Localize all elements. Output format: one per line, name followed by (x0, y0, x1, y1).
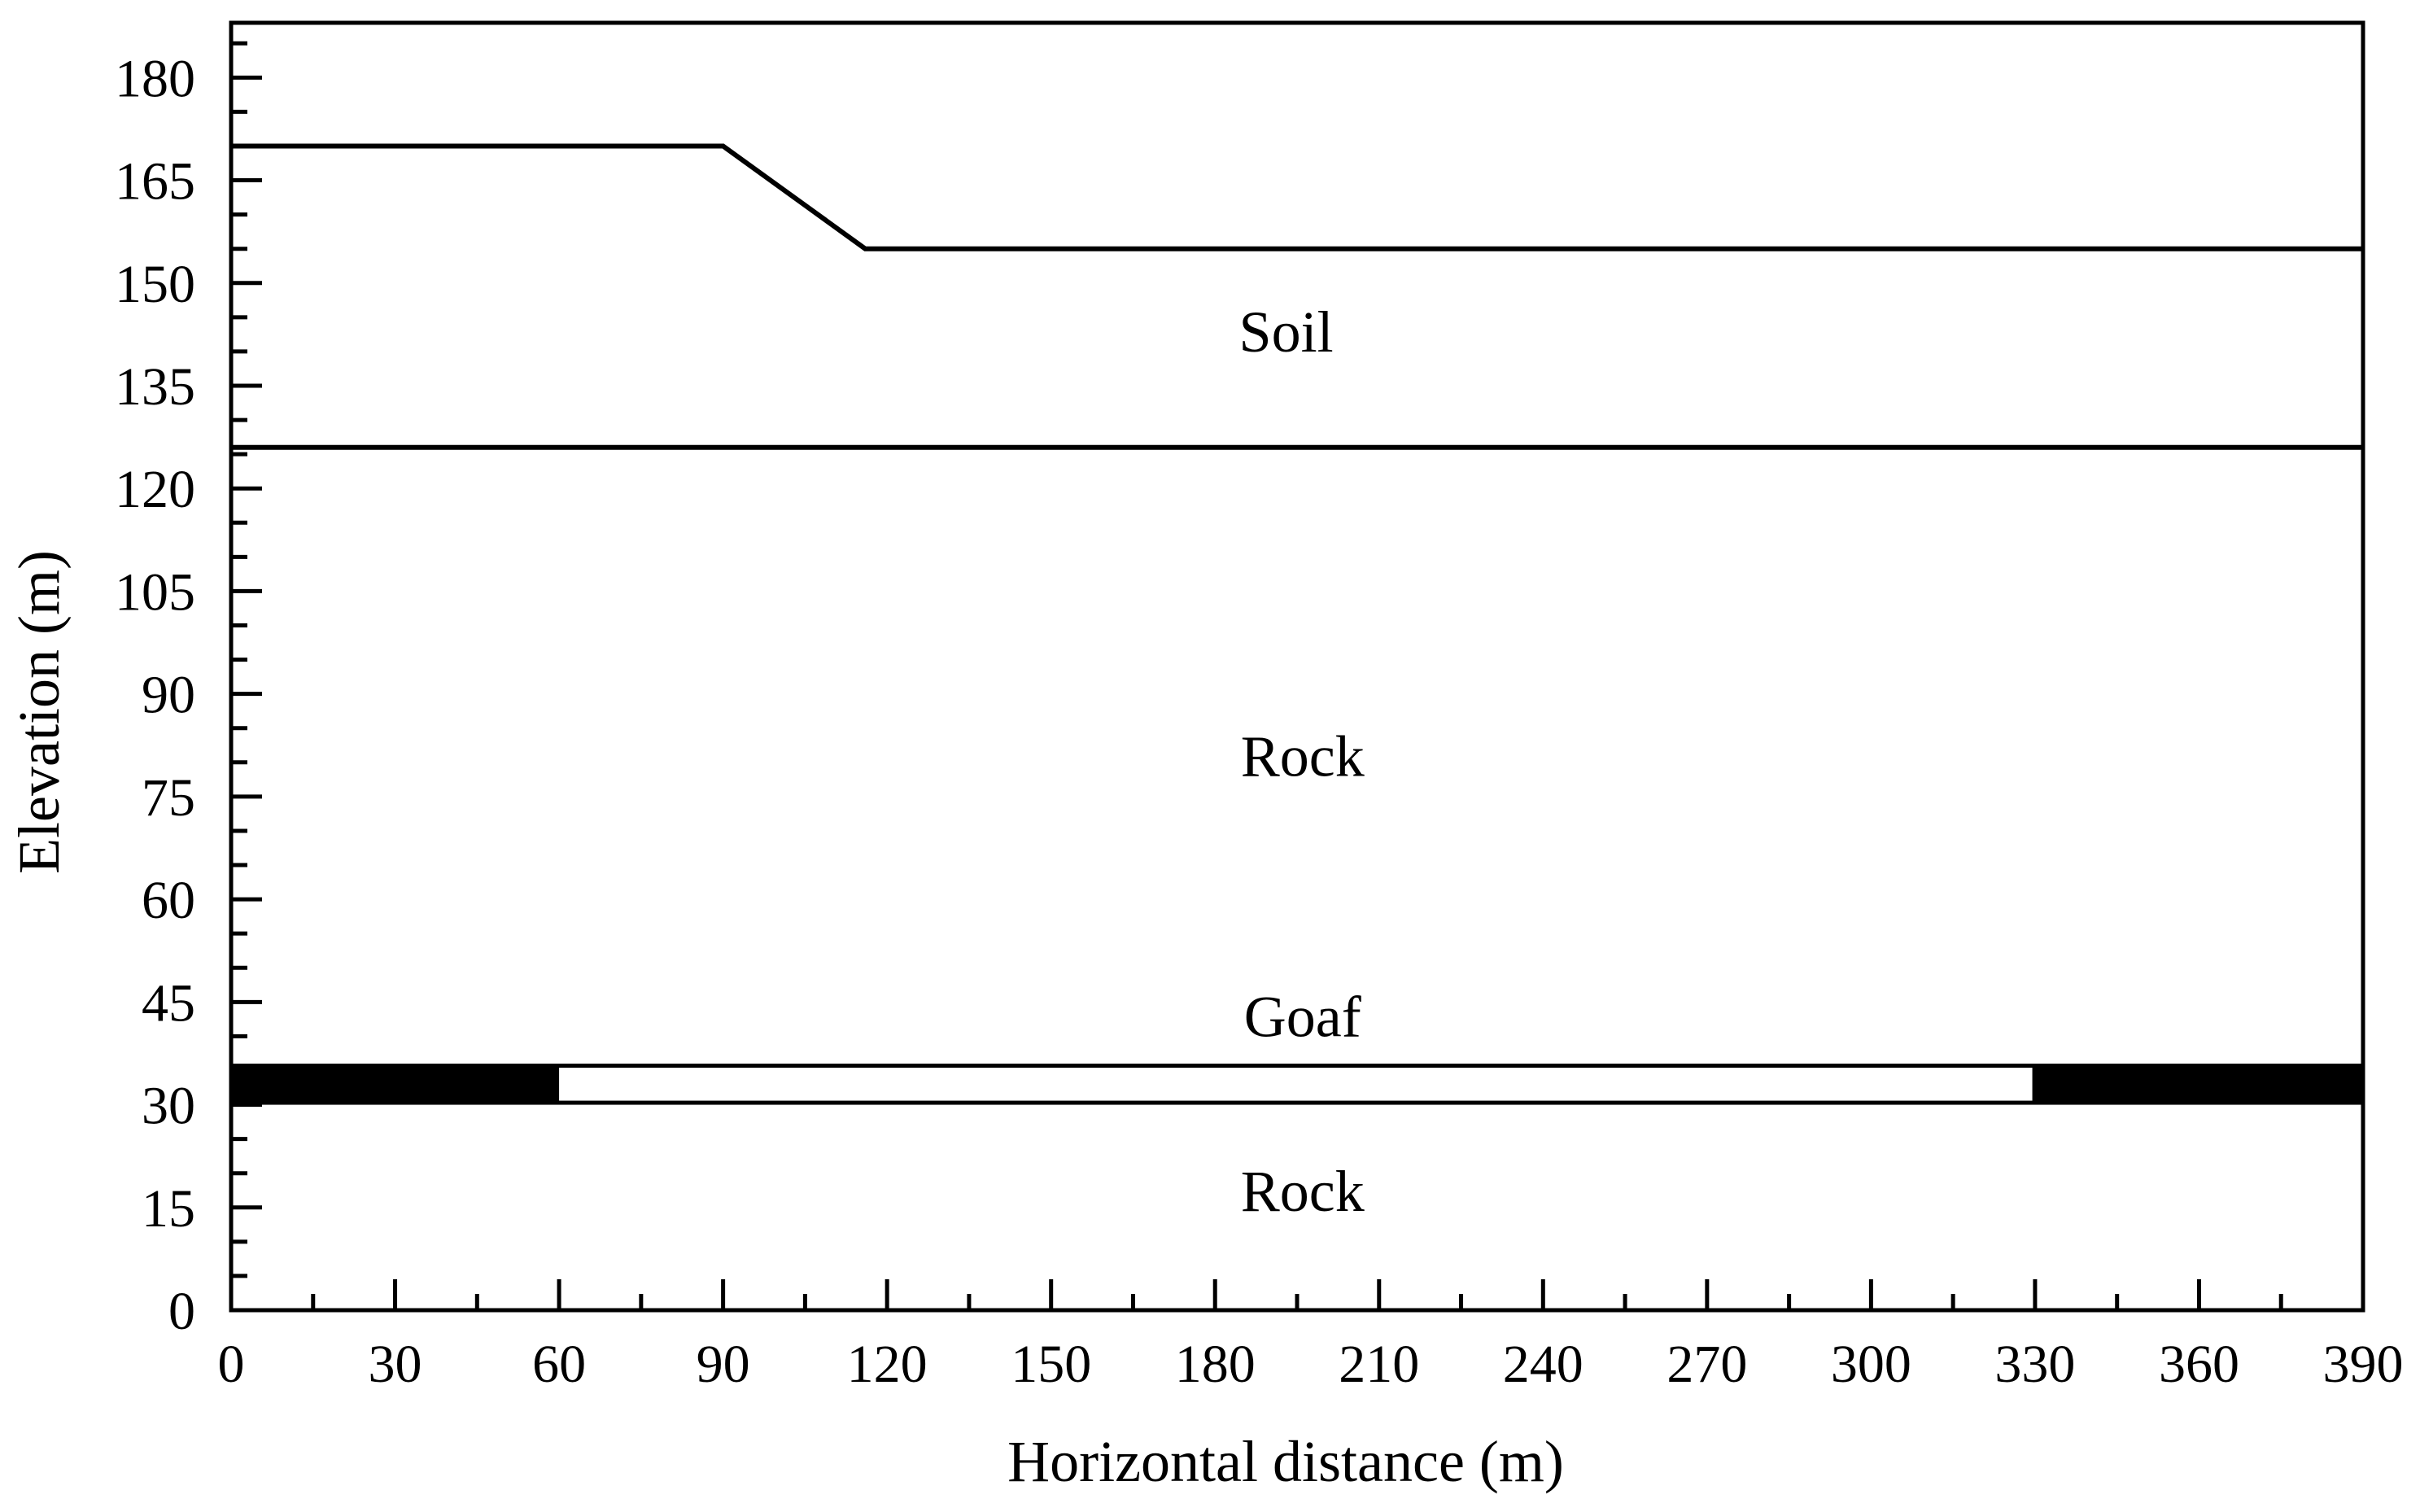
x-tick-label: 330 (1994, 1335, 2075, 1394)
x-tick-label: 150 (1011, 1335, 1091, 1394)
y-tick-label: 0 (168, 1282, 195, 1341)
y-tick-label: 135 (115, 357, 195, 417)
region-label: Goaf (1244, 984, 1361, 1049)
region-label: Soil (1239, 299, 1334, 365)
x-tick-label: 90 (697, 1335, 750, 1394)
x-tick-label: 300 (1831, 1335, 1911, 1394)
y-axis-label: Elevation (m) (7, 550, 72, 874)
x-tick-label: 210 (1339, 1335, 1419, 1394)
region-label: Rock (1241, 1159, 1365, 1224)
x-tick-label: 360 (2159, 1335, 2239, 1394)
x-tick-label: 60 (532, 1335, 586, 1394)
y-tick-label: 90 (142, 666, 195, 725)
x-tick-label: 270 (1666, 1335, 1747, 1394)
x-axis-label: Horizontal distance (m) (1007, 1429, 1564, 1494)
region-label: Rock (1241, 724, 1365, 789)
x-tick-label: 120 (847, 1335, 928, 1394)
plot-area: 0 30 60 90 120 150 180 210 240 270 300 330 360 390 0 15… (115, 20, 2404, 1394)
y-tick-label: 60 (142, 871, 195, 930)
y-tick-label: 105 (115, 562, 195, 622)
x-tick-label: 0 (218, 1335, 245, 1394)
y-tick-label: 45 (142, 973, 195, 1033)
x-tick-label: 240 (1503, 1335, 1583, 1394)
y-tick-label: 30 (142, 1077, 195, 1136)
x-tick-label: 180 (1175, 1335, 1256, 1394)
y-tick-label: 150 (115, 255, 195, 314)
plot-frame (229, 20, 2365, 1313)
y-tick-label: 75 (142, 768, 195, 828)
goaf-opening (559, 1068, 2033, 1101)
x-tick-label: 390 (2323, 1335, 2404, 1394)
ground-surface-line (231, 143, 2363, 251)
y-tick-label: 120 (115, 460, 195, 519)
y-tick-label: 165 (115, 152, 195, 212)
x-tick-label: 30 (369, 1335, 422, 1394)
y-tick-label: 15 (142, 1179, 195, 1239)
y-tick-label: 180 (115, 49, 195, 108)
